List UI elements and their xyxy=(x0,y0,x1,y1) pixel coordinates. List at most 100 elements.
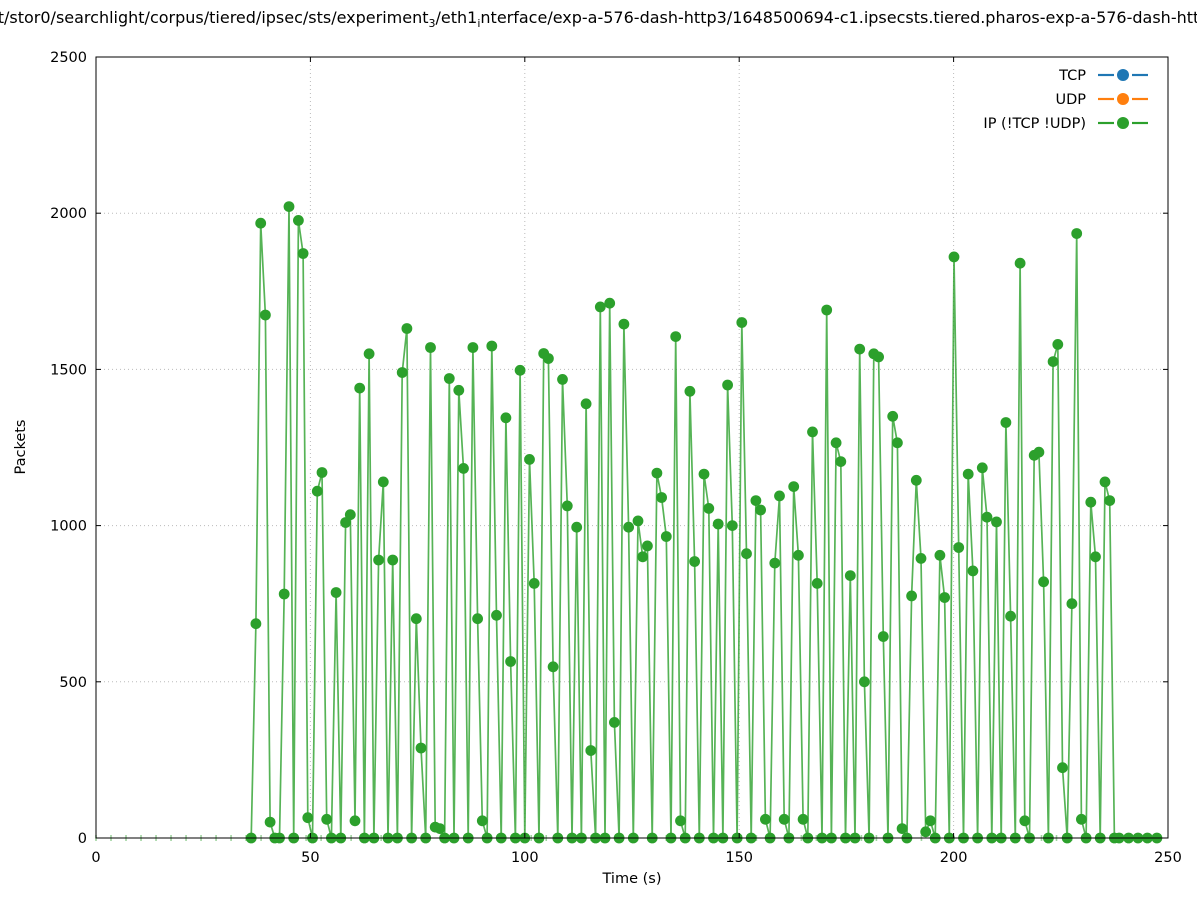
x-tick-label: 150 xyxy=(725,850,753,866)
data-point-marker-ip-tcp-udp xyxy=(712,518,724,530)
chart-title: t/stor0/searchlight/corpus/tiered/ipsec/… xyxy=(0,7,1197,35)
data-point-marker-ip-tcp-udp xyxy=(410,613,422,625)
data-point-marker-ip-tcp-udp xyxy=(476,815,488,827)
data-point-marker-ip-tcp-udp xyxy=(1085,496,1097,508)
data-point-marker-ip-tcp-udp xyxy=(698,468,710,480)
data-point-marker-ip-tcp-udp xyxy=(976,462,988,474)
data-point-marker-ip-tcp-udp xyxy=(486,340,498,352)
series-line-ip-tcp-udp xyxy=(250,206,1157,839)
data-point-marker-ip-tcp-udp xyxy=(859,676,870,688)
data-point-marker-ip-tcp-udp xyxy=(547,661,559,673)
data-point-marker-ip-tcp-udp xyxy=(703,503,715,514)
data-point-marker-ip-tcp-udp xyxy=(524,454,535,465)
data-point-marker-ip-tcp-udp xyxy=(623,521,634,533)
data-point-marker-ip-tcp-udp xyxy=(585,745,597,756)
title-segment: /eth1 xyxy=(435,8,478,27)
data-point-marker-ip-tcp-udp xyxy=(1019,815,1031,827)
data-point-marker-ip-tcp-udp xyxy=(1005,610,1016,622)
data-point-marker-ip-tcp-udp xyxy=(396,367,408,378)
data-point-marker-ip-tcp-udp xyxy=(278,588,290,600)
data-point-marker-ip-tcp-udp xyxy=(887,410,899,422)
y-tick-label: 0 xyxy=(78,831,87,847)
data-point-marker-ip-tcp-udp xyxy=(561,500,573,512)
data-point-marker-ip-tcp-udp xyxy=(651,467,663,479)
data-point-marker-ip-tcp-udp xyxy=(939,592,950,603)
y-tick-label: 2000 xyxy=(50,206,87,222)
data-point-marker-ip-tcp-udp xyxy=(373,554,384,566)
data-point-marker-ip-tcp-udp xyxy=(750,495,762,506)
data-point-marker-ip-tcp-udp xyxy=(920,826,932,838)
data-point-marker-ip-tcp-udp xyxy=(934,549,946,561)
data-point-marker-ip-tcp-udp xyxy=(1014,257,1026,269)
data-point-marker-ip-tcp-udp xyxy=(453,384,465,396)
x-tick-label: 0 xyxy=(91,850,100,866)
data-point-marker-ip-tcp-udp xyxy=(1071,228,1083,239)
data-point-marker-ip-tcp-udp xyxy=(873,351,884,363)
data-point-marker-ip-tcp-udp xyxy=(736,317,748,328)
data-point-marker-ip-tcp-udp xyxy=(467,342,479,353)
title-segment: t/stor0/searchlight/corpus/tiered/ipsec/… xyxy=(0,8,429,27)
data-point-marker-ip-tcp-udp xyxy=(316,467,328,478)
data-point-marker-ip-tcp-udp xyxy=(580,398,592,410)
data-point-marker-ip-tcp-udp xyxy=(769,557,781,569)
data-point-marker-ip-tcp-udp xyxy=(363,348,375,360)
data-point-marker-ip-tcp-udp xyxy=(670,331,682,342)
data-point-marker-ip-tcp-udp xyxy=(293,215,304,226)
data-point-marker-ip-tcp-udp xyxy=(330,587,342,598)
y-tick-label: 1000 xyxy=(50,519,87,535)
data-point-marker-ip-tcp-udp xyxy=(415,742,427,754)
data-point-marker-ip-tcp-udp xyxy=(1099,476,1111,488)
legend-label-ip-tcp-udp: IP (!TCP !UDP) xyxy=(983,116,1086,132)
data-point-marker-ip-tcp-udp xyxy=(1047,356,1059,367)
y-tick-label: 1500 xyxy=(50,362,87,378)
data-point-marker-ip-tcp-udp xyxy=(604,297,616,309)
data-point-marker-ip-tcp-udp xyxy=(250,618,262,630)
data-point-marker-ip-tcp-udp xyxy=(1090,551,1101,563)
data-point-marker-ip-tcp-udp xyxy=(387,554,399,566)
data-point-marker-ip-tcp-udp xyxy=(854,343,866,355)
data-point-marker-ip-tcp-udp xyxy=(656,492,667,503)
x-tick-label: 100 xyxy=(511,850,539,866)
data-point-marker-ip-tcp-udp xyxy=(260,309,271,321)
data-point-marker-ip-tcp-udp xyxy=(981,511,993,523)
data-point-marker-ip-tcp-udp xyxy=(1052,339,1064,350)
data-point-marker-ip-tcp-udp xyxy=(844,570,856,581)
data-point-marker-ip-tcp-udp xyxy=(344,509,356,521)
data-point-marker-ip-tcp-udp xyxy=(297,248,309,259)
data-point-marker-ip-tcp-udp xyxy=(458,463,469,474)
title-segment: nterface/exp-a-576-dash-http3/1648500694… xyxy=(480,8,1197,27)
data-point-marker-ip-tcp-udp xyxy=(377,476,389,488)
data-point-marker-ip-tcp-udp xyxy=(1076,813,1087,825)
data-point-marker-ip-tcp-udp xyxy=(793,549,804,561)
data-point-marker-ip-tcp-udp xyxy=(660,531,672,542)
data-point-marker-ip-tcp-udp xyxy=(632,515,644,527)
data-point-marker-ip-tcp-udp xyxy=(557,374,568,385)
data-point-marker-ip-tcp-udp xyxy=(514,364,526,376)
data-point-marker-ip-tcp-udp xyxy=(283,201,295,213)
plot-border xyxy=(95,56,1169,839)
y-tick-label: 2500 xyxy=(50,50,87,66)
data-point-marker-ip-tcp-udp xyxy=(892,437,903,449)
data-point-marker-ip-tcp-udp xyxy=(491,609,502,621)
data-point-marker-ip-tcp-udp xyxy=(726,520,738,531)
data-point-marker-ip-tcp-udp xyxy=(1000,417,1012,428)
data-point-marker-ip-tcp-udp xyxy=(830,437,842,449)
legend-marker-ip-tcp-udp xyxy=(1117,117,1129,129)
data-point-marker-ip-tcp-udp xyxy=(500,412,512,424)
data-point-marker-ip-tcp-udp xyxy=(689,556,700,567)
data-point-marker-ip-tcp-udp xyxy=(321,813,333,825)
data-point-marker-ip-tcp-udp xyxy=(760,813,771,825)
data-point-marker-ip-tcp-udp xyxy=(505,656,516,667)
data-point-marker-ip-tcp-udp xyxy=(835,456,847,467)
data-point-marker-ip-tcp-udp xyxy=(255,217,267,229)
chart-title-text: t/stor0/searchlight/corpus/tiered/ipsec/… xyxy=(0,7,1197,35)
data-point-marker-ip-tcp-udp xyxy=(821,304,833,316)
data-point-marker-ip-tcp-udp xyxy=(1104,495,1116,506)
data-point-marker-ip-tcp-udp xyxy=(962,468,974,480)
data-point-marker-ip-tcp-udp xyxy=(991,516,1002,528)
data-point-marker-ip-tcp-udp xyxy=(896,823,908,834)
data-point-marker-ip-tcp-udp xyxy=(807,426,818,438)
data-point-marker-ip-tcp-udp xyxy=(797,813,809,825)
